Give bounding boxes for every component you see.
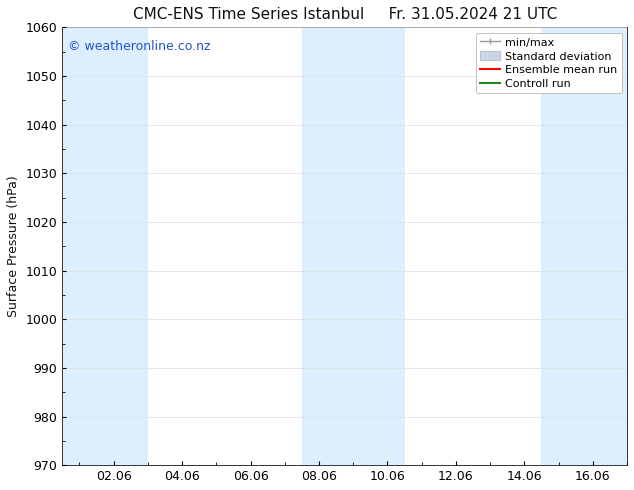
Bar	[302, 27, 404, 465]
Y-axis label: Surface Pressure (hPa): Surface Pressure (hPa)	[7, 175, 20, 317]
Bar	[62, 27, 148, 465]
Bar	[541, 27, 627, 465]
Legend: min/max, Standard deviation, Ensemble mean run, Controll run: min/max, Standard deviation, Ensemble me…	[476, 33, 621, 94]
Text: © weatheronline.co.nz: © weatheronline.co.nz	[68, 40, 210, 53]
Title: CMC-ENS Time Series Istanbul     Fr. 31.05.2024 21 UTC: CMC-ENS Time Series Istanbul Fr. 31.05.2…	[133, 7, 557, 22]
